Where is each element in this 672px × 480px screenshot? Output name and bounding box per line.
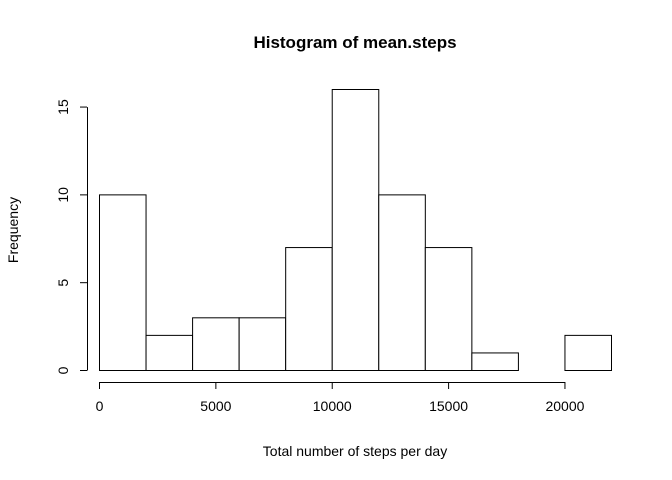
y-tick-label-0: 0 xyxy=(55,366,71,374)
y-tick-label-2: 10 xyxy=(55,187,71,203)
y-tick-label-3: 15 xyxy=(55,99,71,115)
x-axis-label: Total number of steps per day xyxy=(263,443,447,459)
histogram-bar-2 xyxy=(192,317,240,371)
histogram-bar-5 xyxy=(331,89,380,371)
x-tick-label-3: 15000 xyxy=(429,398,468,414)
y-axis-label: Frequency xyxy=(5,197,21,263)
histogram-bar-3 xyxy=(238,317,287,371)
histogram-bar-4 xyxy=(285,247,333,371)
histogram-bar-1 xyxy=(145,334,194,371)
x-tick-label-1: 5000 xyxy=(200,398,231,414)
x-axis: 0 5000 10000 15000 20000 xyxy=(96,382,585,414)
histogram-bar-0 xyxy=(99,194,147,371)
x-tick-label-4: 20000 xyxy=(545,398,584,414)
histogram-bar-8 xyxy=(471,352,519,371)
histogram-bar-7 xyxy=(424,247,473,371)
y-axis: 0 5 10 15 xyxy=(55,99,88,374)
histogram-bar-6 xyxy=(378,194,426,371)
x-tick-label-2: 10000 xyxy=(313,398,352,414)
bars-group xyxy=(99,89,612,371)
y-tick-label-1: 5 xyxy=(55,279,71,287)
chart-title: Histogram of mean.steps xyxy=(253,33,456,52)
histogram-bar-10 xyxy=(564,334,612,371)
x-tick-label-0: 0 xyxy=(96,398,104,414)
